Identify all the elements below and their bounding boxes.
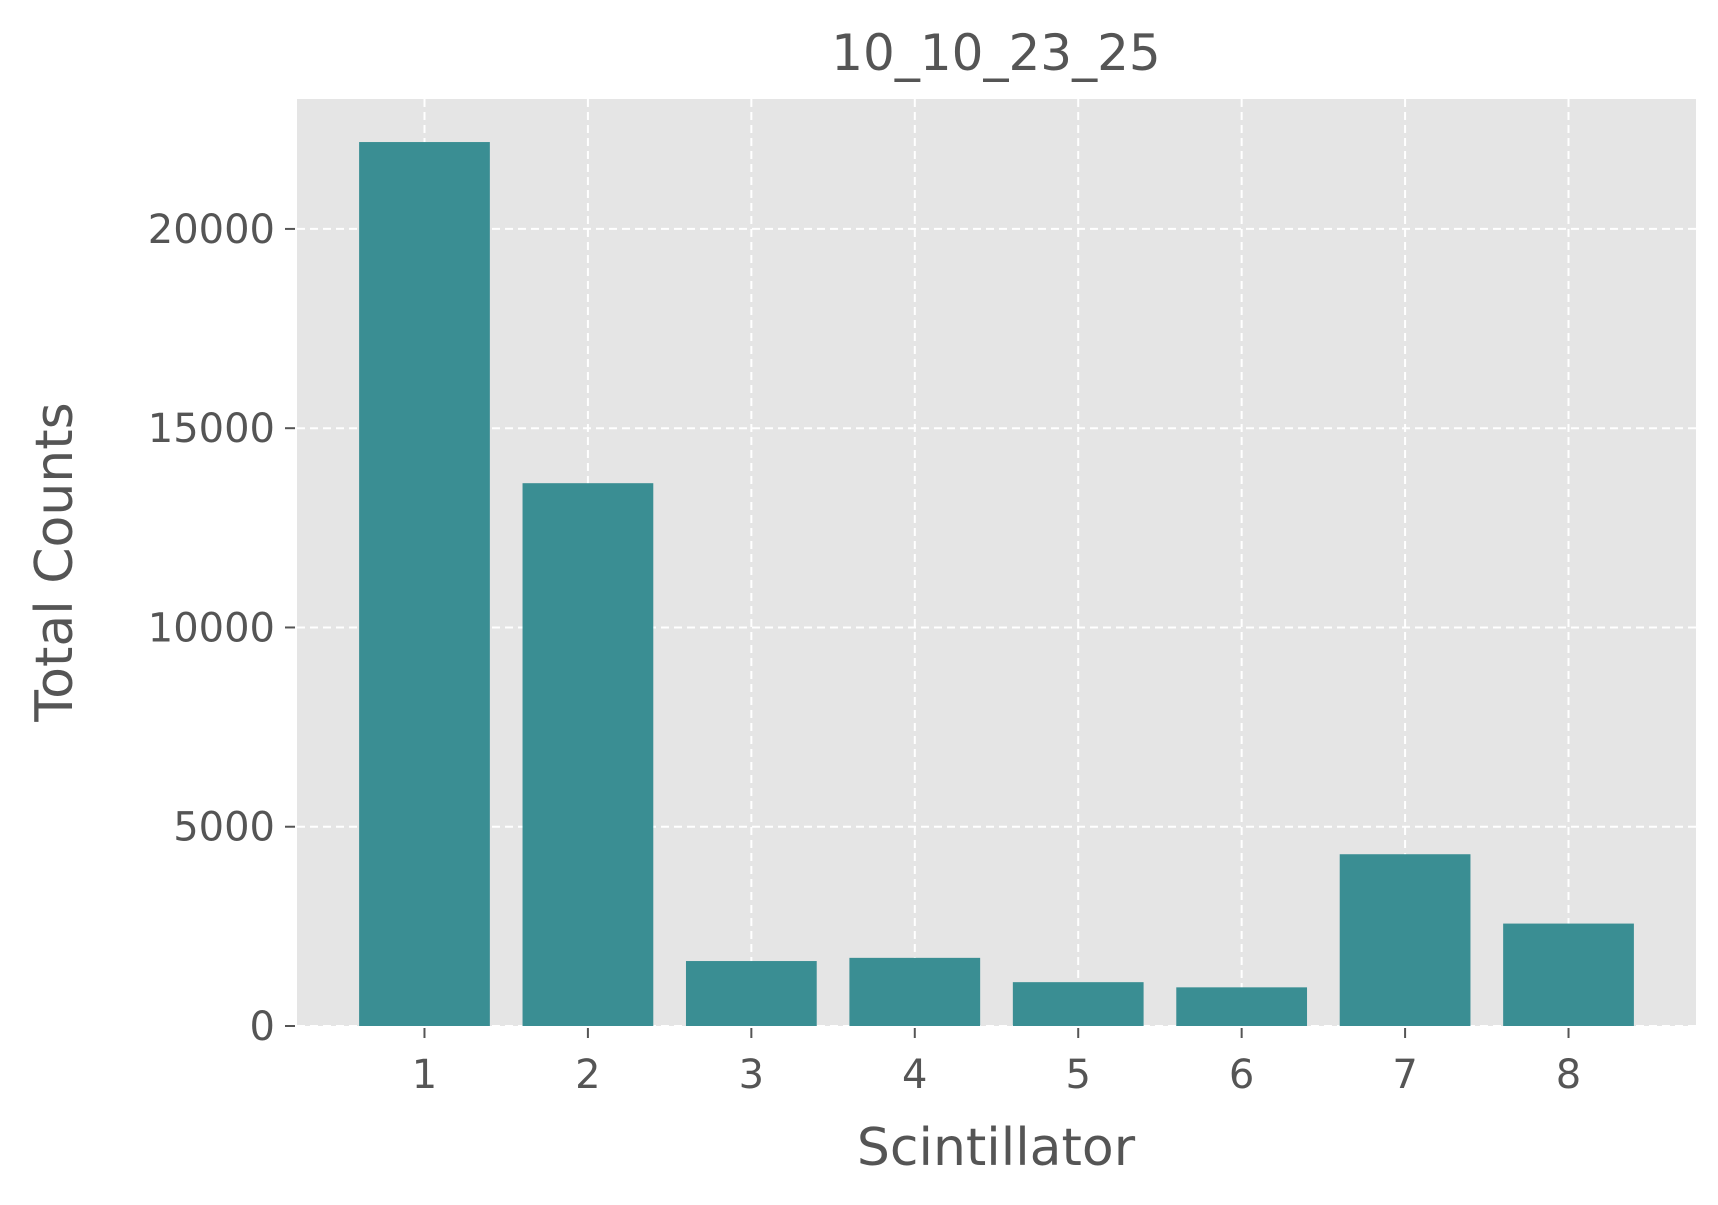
ticks: 0 5000 10000 15000 20000 1 2 3 4 5 6 7 8 (148, 207, 1581, 1098)
bar-5 (1012, 982, 1144, 1026)
bar-1 (359, 142, 490, 1027)
bar-8 (1503, 923, 1634, 1026)
bar-3 (685, 961, 817, 1026)
y-tick-label: 5000 (173, 805, 275, 851)
bar-4 (849, 957, 981, 1026)
bar-2 (522, 483, 654, 1026)
y-axis-label: Total Counts (25, 402, 85, 723)
y-tick-label: 20000 (148, 207, 275, 253)
bar-6 (1176, 987, 1308, 1026)
x-tick-label: 5 (1065, 1052, 1090, 1098)
y-tick-label: 15000 (148, 406, 275, 452)
y-tick-label: 0 (250, 1004, 275, 1050)
x-tick-label: 3 (739, 1052, 764, 1098)
y-tick-label: 10000 (148, 605, 275, 651)
plot-background (297, 99, 1696, 1026)
x-tick-label: 4 (902, 1052, 927, 1098)
bars (359, 142, 1634, 1027)
x-tick-label: 7 (1392, 1052, 1417, 1098)
x-tick-label: 2 (575, 1052, 600, 1098)
x-axis-label: Scintillator (857, 1118, 1136, 1178)
x-tick-label: 1 (412, 1052, 437, 1098)
x-tick-label: 6 (1229, 1052, 1254, 1098)
x-tick-label: 8 (1556, 1052, 1581, 1098)
bar-7 (1339, 854, 1471, 1026)
chart-title: 10_10_23_25 (831, 24, 1161, 82)
